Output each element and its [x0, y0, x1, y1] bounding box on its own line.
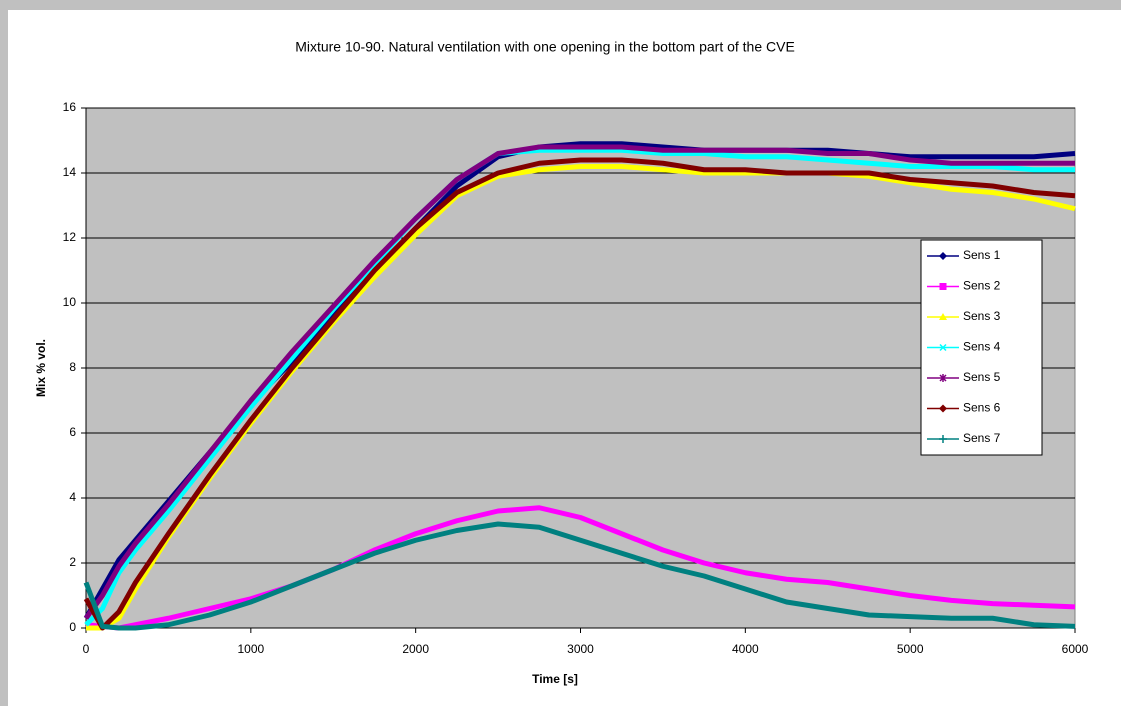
x-tick-label: 2000 [402, 642, 429, 656]
x-tick-label: 6000 [1062, 642, 1089, 656]
legend-marker [939, 374, 947, 382]
legend-marker [939, 435, 947, 443]
y-tick-label: 4 [69, 490, 76, 504]
frame-top [0, 0, 1121, 10]
x-tick-label: 0 [83, 642, 90, 656]
y-tick-label: 12 [63, 230, 77, 244]
y-axis-label: Mix % vol. [34, 339, 48, 397]
legend-label: Sens 6 [963, 401, 1001, 415]
legend-label: Sens 3 [963, 309, 1001, 323]
x-tick-label: 4000 [732, 642, 759, 656]
legend-marker [939, 313, 947, 320]
series-line [85, 505, 1076, 631]
y-tick-label: 14 [63, 165, 77, 179]
y-tick-label: 0 [69, 620, 76, 634]
series-line [83, 157, 1076, 631]
legend-marker [939, 343, 947, 352]
x-tick-label: 5000 [897, 642, 924, 656]
legend-label: Sens 7 [963, 431, 1001, 445]
y-tick-label: 10 [63, 295, 77, 309]
y-tick-label: 8 [69, 360, 76, 374]
legend-label: Sens 2 [963, 279, 1001, 293]
y-tick-label: 16 [63, 100, 77, 114]
legend-label: Sens 5 [963, 370, 1001, 384]
x-axis-label: Time [s] [532, 672, 578, 686]
y-tick-label: 6 [69, 425, 76, 439]
x-tick-label: 1000 [237, 642, 264, 656]
legend-marker [939, 404, 947, 413]
series-line [84, 147, 1075, 627]
series-line [83, 521, 1076, 631]
legend-marker [939, 252, 947, 260]
y-tick-label: 2 [69, 555, 76, 569]
legend-marker [939, 283, 947, 290]
legend-label: Sens 1 [963, 248, 1001, 262]
series-line [83, 144, 1075, 620]
x-tick-label: 3000 [567, 642, 594, 656]
legend-label: Sens 4 [963, 340, 1001, 354]
frame-left [0, 0, 8, 706]
chart-title: Mixture 10-90. Natural ventilation with … [295, 39, 795, 55]
